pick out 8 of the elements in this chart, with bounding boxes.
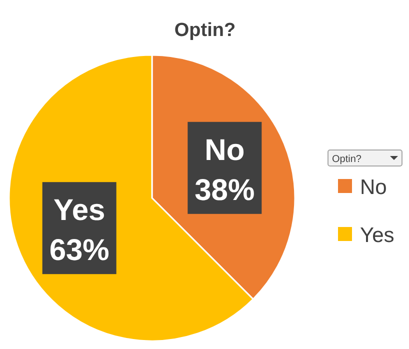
legend-label: Yes — [360, 224, 394, 247]
slice-label: Yes — [53, 194, 106, 228]
slice-label: No — [204, 134, 245, 167]
legend-label: No — [360, 176, 387, 199]
data-label: 63% — [49, 234, 110, 268]
legend-title: Optin? — [332, 154, 362, 165]
chart-title: Optin? — [174, 20, 236, 41]
data-label: 38% — [194, 174, 255, 207]
